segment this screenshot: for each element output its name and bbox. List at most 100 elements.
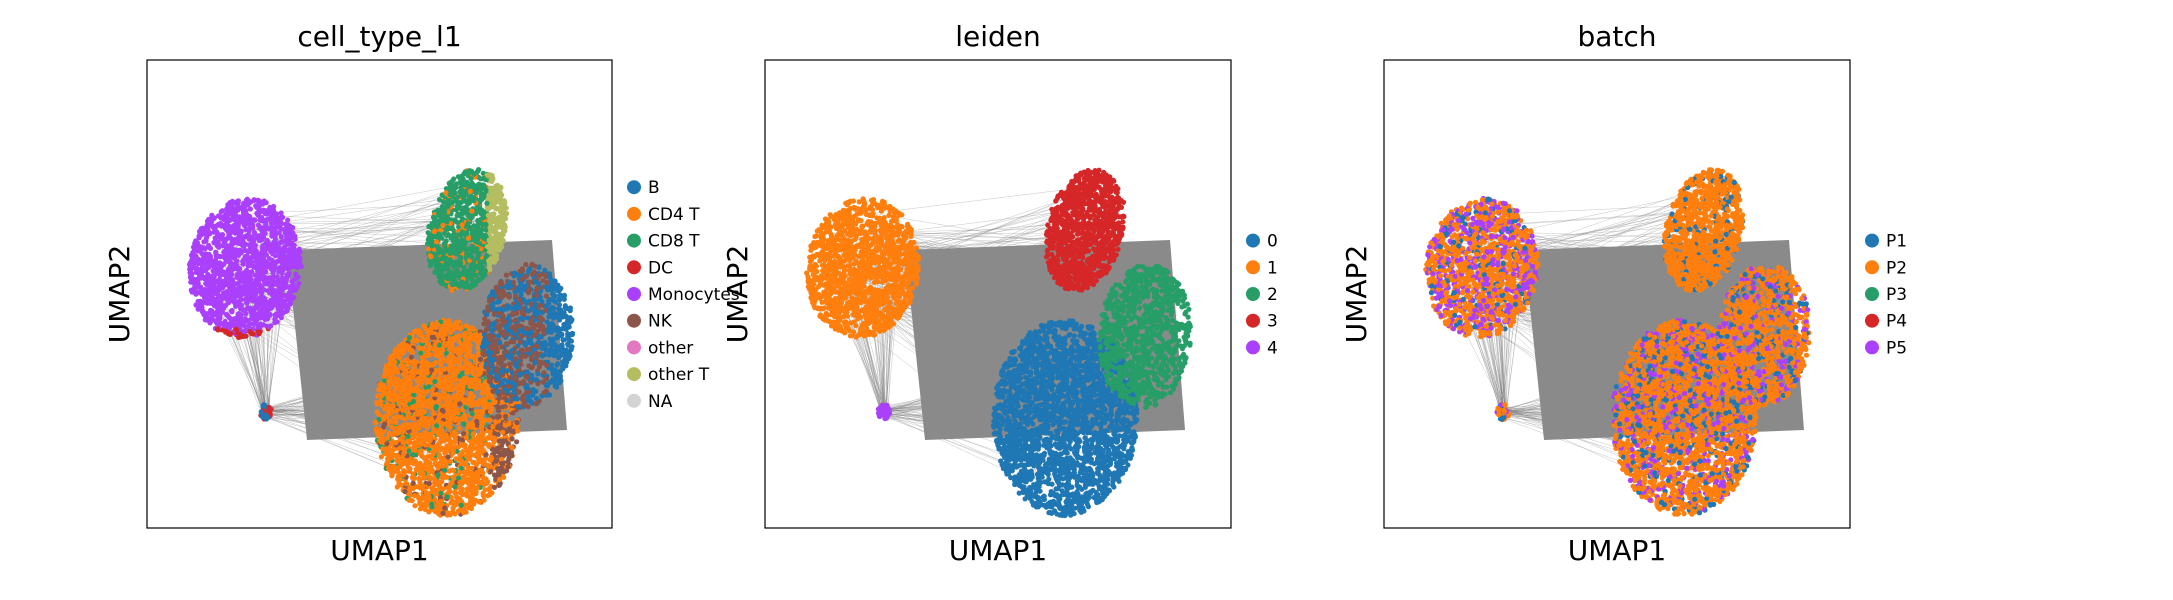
scatter-point [490,214,496,220]
scatter-point [452,217,458,223]
scatter-point [480,490,486,496]
scatter-point [473,190,479,196]
scatter-point [510,428,516,434]
scatter-point [412,328,418,335]
scatter-point [222,212,228,218]
scatter-point [482,232,488,239]
scatter-point [265,239,271,245]
scatter-point [411,364,417,370]
scatter-point [417,506,424,512]
scatter-point [481,258,487,264]
scatter-point [397,400,403,406]
scatter-point [433,262,440,268]
scatter-point [461,241,467,247]
scatter-point [458,452,464,458]
scatter-point [415,442,421,449]
scatter-point [458,255,464,261]
scatter-point [469,180,475,186]
scatter-point [393,425,399,432]
scatter-point [406,335,413,341]
scatter-point [457,401,463,407]
scatter-point [484,200,490,206]
scatter-point [213,267,219,274]
scatter-point [210,273,216,279]
scatter-point [194,258,200,264]
scatter-point [456,361,463,367]
scatter-point [244,284,250,291]
scatter-point [456,425,462,431]
scatter-point [385,459,391,465]
scatter-point [477,445,483,451]
scatter-point [211,311,217,317]
scatter-point [410,480,416,486]
scatter-point [446,198,452,204]
scatter-point [275,277,281,283]
scatter-point [491,254,497,260]
scatter-point [272,299,278,306]
scatter-point [415,465,421,471]
scatter-point [458,489,464,495]
scatter-point [269,275,275,281]
scatter-point [295,251,301,257]
scatter-point [290,230,296,236]
scatter-point [419,501,425,507]
scatter-point [479,390,485,396]
scatter-point [409,474,415,481]
scatter-point [276,253,282,259]
scatter-point [474,485,480,491]
scatter-point [514,419,520,426]
scatter-point [389,371,395,377]
scatter-point [403,481,410,487]
scatter-point [199,232,205,238]
scatter-point [443,374,449,380]
scatter-point [397,352,403,358]
scatter-point [425,330,431,336]
scatter-point [277,257,283,263]
scatter-point [440,336,446,342]
scatter-point [281,245,287,251]
scatter-point [203,238,209,244]
scatter-point [467,188,473,194]
scatter-point [273,221,279,227]
scatter-point [198,266,204,272]
scatter-point [432,508,438,514]
scatter-point [256,282,263,288]
scatter-point [405,433,411,439]
scatter-point [434,239,440,245]
scatter-point [235,222,241,229]
scatter-point [462,336,468,342]
scatter-point [419,378,425,384]
scatter-point [278,234,284,240]
scatter-point [388,405,394,412]
scatter-point [285,239,291,245]
scatter-point [445,454,451,460]
scatter-point [471,365,477,371]
scatter-point [483,476,489,482]
scatter-point [372,419,378,425]
scatter-point [389,469,395,475]
scatter-point [258,225,264,232]
scatter-point [439,248,445,254]
scatter-point [226,258,232,265]
scatter-point [402,368,409,374]
scatter-point [194,248,200,254]
scatter-point [292,236,298,242]
scatter-point [474,237,480,243]
scatter-point [464,251,470,257]
scatter-point [469,196,475,202]
scatter-point [463,210,469,216]
scatter-point [454,394,460,400]
scatter-point [426,474,432,480]
scatter-point [297,256,303,262]
scatter-point [451,467,457,473]
scatter-point [440,486,446,492]
scatter-point [461,421,467,427]
scatter-point [475,345,481,351]
scatter-point [467,246,473,252]
scatter-point [245,258,251,264]
scatter-point [255,324,261,330]
scatter-point [410,398,417,405]
scatter-point [501,198,507,204]
scatter-point [283,292,289,299]
